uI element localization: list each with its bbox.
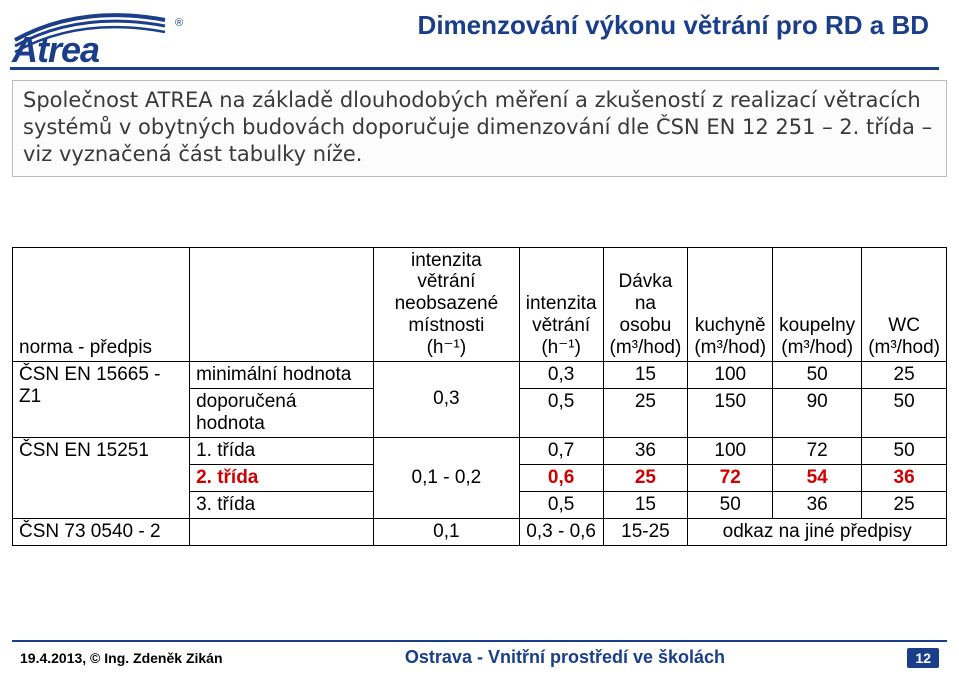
cell-r4-v3: 0,6 [519,464,603,491]
cell-r4-v7: 36 [862,464,947,491]
hdr-c2-l2: neobsazené [395,293,499,314]
table-header-row: norma - předpis intenzita větrání neobsa… [13,247,947,361]
cell-r6-rest: odkaz na jiné předpisy [688,518,947,545]
hdr-c2-l4: (h⁻¹) [427,337,467,358]
hdr-c6-l2: (m³/hod) [781,337,853,358]
hdr-norma: norma - předpis [13,247,190,361]
cell-vent-15665: 0,3 [374,361,520,437]
cell-r1-v4: 15 [603,361,688,388]
hdr-c3-l3: (h⁻¹) [541,337,581,358]
cell-r3-v5: 100 [688,437,773,464]
cell-r4-v6: 54 [773,464,862,491]
hdr-c4-l2: na [635,293,656,314]
cell-r5-v4: 15 [603,491,688,518]
cell-r2-v4: 25 [603,388,688,437]
hdr-intenzita-neobs: intenzita větrání neobsazené místnosti (… [374,247,520,361]
cell-r1-v5: 100 [688,361,773,388]
hdr-c3-l2: větrání [532,315,590,336]
hdr-c2-l1: intenzita větrání [411,250,482,293]
svg-text:®: ® [175,17,183,29]
cell-r3-v3: 0,7 [519,437,603,464]
hdr-c7-l1: WC [888,315,920,336]
hdr-c4-l4: (m³/hod) [610,337,682,358]
cell-r5-v6: 36 [773,491,862,518]
table-row: ČSN EN 15251 1. třída 0,1 - 0,2 0,7 36 1… [13,437,947,464]
hdr-intenzita: intenzita větrání (h⁻¹) [519,247,603,361]
table-row: ČSN 73 0540 - 2 0,1 0,3 - 0,6 15-25 odka… [13,518,947,545]
cell-vent-15251: 0,1 - 0,2 [374,437,520,518]
table-row: ČSN EN 15665 - Z1 minimální hodnota 0,3 … [13,361,947,388]
cell-r3-v4: 36 [603,437,688,464]
cell-r1-v6: 50 [773,361,862,388]
cell-norm-0540: ČSN 73 0540 - 2 [13,518,190,545]
cell-norm-15251: ČSN EN 15251 [13,437,190,518]
title-underline [10,67,939,70]
footer-left: 19.4.2013, © Ing. Zdeněk Zikán [20,650,223,666]
cell-r6-vent: 0,1 [374,518,520,545]
cell-r2-v5: 150 [688,388,773,437]
cell-label-dopor: doporučená hodnota [190,388,374,437]
cell-r5-v5: 50 [688,491,773,518]
hdr-kuchyne: kuchyně (m³/hod) [688,247,773,361]
cell-label-t2: 2. třída [190,464,374,491]
cell-r4-v5: 72 [688,464,773,491]
header: Atrea ® Dimenzování výkonu větrání pro R… [0,0,959,67]
cell-norm-15665: ČSN EN 15665 - Z1 [13,361,190,437]
cell-r6-v3: 0,3 - 0,6 [519,518,603,545]
cell-blank [190,518,374,545]
cell-label-t1: 1. třída [190,437,374,464]
footer-divider [12,640,947,642]
hdr-koupelny: koupelny (m³/hod) [773,247,862,361]
hdr-c4-l3: osobu [620,315,672,336]
hdr-c2-l3: místnosti [408,315,484,336]
svg-text:Atrea: Atrea [11,29,99,67]
intro-text-box: Společnost ATREA na základě dlouhodobých… [12,80,947,177]
cell-r4-v4: 25 [603,464,688,491]
cell-r6-v4: 15-25 [603,518,688,545]
hdr-c5-l1: kuchyně [695,315,766,336]
hdr-c5-l2: (m³/hod) [694,337,766,358]
ventilation-table: norma - předpis intenzita větrání neobsa… [12,247,947,546]
atrea-logo: Atrea ® [10,12,190,67]
footer: 19.4.2013, © Ing. Zdeněk Zikán Ostrava -… [0,647,959,668]
hdr-c7-l2: (m³/hod) [868,337,940,358]
hdr-wc: WC (m³/hod) [862,247,947,361]
hdr-c6-l1: koupelny [779,315,855,336]
table-container: norma - předpis intenzita větrání neobsa… [12,247,947,546]
hdr-c4-l1: Dávka [619,271,673,292]
cell-r5-v7: 25 [862,491,947,518]
hdr-blank [190,247,374,361]
cell-r3-v7: 50 [862,437,947,464]
cell-r1-v3: 0,3 [519,361,603,388]
footer-center: Ostrava - Vnitřní prostředí ve školách [223,647,908,668]
cell-r5-v3: 0,5 [519,491,603,518]
cell-label-min: minimální hodnota [190,361,374,388]
hdr-c3-l1: intenzita [526,293,597,314]
cell-r2-v6: 90 [773,388,862,437]
cell-r3-v6: 72 [773,437,862,464]
cell-r1-v7: 25 [862,361,947,388]
cell-r2-v7: 50 [862,388,947,437]
page-title: Dimenzování výkonu větrání pro RD a BD [190,8,939,41]
cell-label-t3: 3. třída [190,491,374,518]
footer-page-number: 12 [907,648,939,668]
cell-r2-v3: 0,5 [519,388,603,437]
hdr-davka: Dávka na osobu (m³/hod) [603,247,688,361]
intro-text: Společnost ATREA na základě dlouhodobých… [23,88,932,166]
